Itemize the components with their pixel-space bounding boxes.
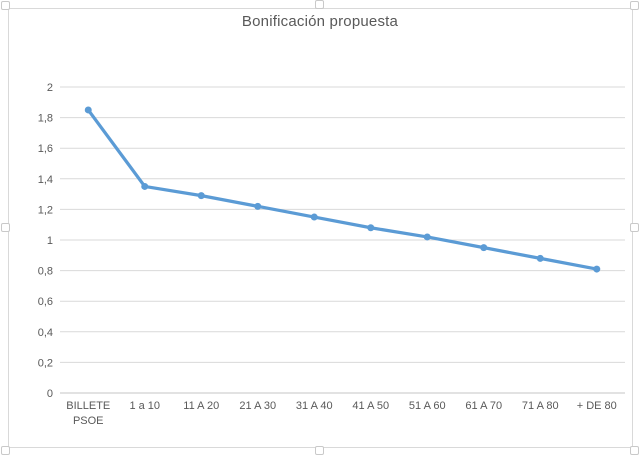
- selection-handle-bottom-right[interactable]: [630, 446, 639, 455]
- data-point[interactable]: [367, 224, 375, 232]
- x-axis-category-label: BILLETE: [66, 400, 110, 412]
- data-point[interactable]: [593, 265, 601, 273]
- y-axis-tick-label: 0,8: [38, 266, 53, 278]
- y-axis-tick-label: 1: [47, 235, 53, 247]
- data-point[interactable]: [480, 244, 488, 252]
- selection-handle-middle-left[interactable]: [1, 223, 10, 232]
- y-axis-tick-label: 0,6: [38, 296, 53, 308]
- y-axis-tick-label: 2: [47, 82, 53, 94]
- selection-handle-middle-right[interactable]: [630, 223, 639, 232]
- x-axis-category-label: 51 A 60: [409, 400, 446, 412]
- data-point[interactable]: [197, 192, 205, 200]
- data-point[interactable]: [254, 202, 262, 210]
- series-line[interactable]: [86, 108, 599, 271]
- data-point[interactable]: [423, 233, 431, 241]
- selection-handle-bottom-center[interactable]: [315, 446, 324, 455]
- selection-handle-top-center[interactable]: [315, 0, 324, 9]
- chart-title: Bonificación propuesta: [241, 13, 399, 30]
- y-axis-tick-label: 0,4: [38, 327, 53, 339]
- y-axis-tick-label: 1,2: [38, 204, 53, 216]
- selection-handle-top-left[interactable]: [1, 1, 10, 10]
- y-axis-tick-label: 1,4: [38, 174, 53, 186]
- data-point[interactable]: [310, 213, 318, 221]
- selection-handle-top-right[interactable]: [630, 1, 639, 10]
- y-axis-tick-label: 1,6: [38, 143, 53, 155]
- x-axis-category-label: 11 A 20: [183, 400, 219, 412]
- x-axis-category-label: 31 A 40: [296, 400, 333, 412]
- y-axis-tick-label: 1,8: [38, 113, 53, 125]
- x-axis-category-label: 61 A 70: [465, 400, 502, 412]
- y-axis-tick-label: 0,2: [38, 357, 53, 369]
- x-axis-category-label: 71 A 80: [522, 400, 559, 412]
- data-point[interactable]: [84, 106, 92, 114]
- chart-area[interactable]: [8, 8, 633, 448]
- data-point[interactable]: [536, 254, 544, 262]
- x-axis-category-label: 41 A 50: [352, 400, 389, 412]
- y-axis-tick-label: 0: [47, 388, 53, 400]
- x-axis-category-label: 1 a 10: [129, 400, 160, 412]
- x-axis-category-label: PSOE: [73, 415, 104, 427]
- data-point[interactable]: [141, 182, 149, 190]
- x-axis-category-label: 21 A 30: [239, 400, 276, 412]
- x-axis-category-label: + DE 80: [577, 400, 617, 412]
- selection-handle-bottom-left[interactable]: [1, 446, 10, 455]
